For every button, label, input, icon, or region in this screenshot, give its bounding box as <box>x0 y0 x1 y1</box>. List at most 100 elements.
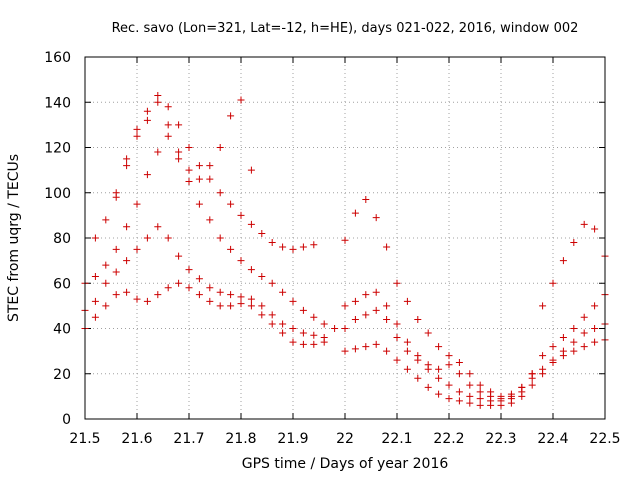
y-tick-label: 140 <box>44 95 71 111</box>
data-point <box>299 306 307 314</box>
data-point <box>227 291 235 299</box>
series-sat-a <box>81 279 328 348</box>
data-point <box>424 383 432 391</box>
series-sat-e <box>112 91 255 197</box>
x-tick-label: 22.1 <box>381 431 412 447</box>
x-tick-label: 22 <box>336 431 354 447</box>
data-point <box>143 116 151 124</box>
data-point <box>133 132 141 140</box>
data-point <box>258 311 266 319</box>
data-point <box>445 381 453 389</box>
data-point <box>154 98 162 106</box>
series-sat-g <box>341 306 609 405</box>
y-tick-label: 20 <box>53 367 71 383</box>
data-point <box>528 370 536 378</box>
data-point <box>227 200 235 208</box>
y-tick-label: 160 <box>44 50 71 66</box>
data-point <box>185 144 193 151</box>
data-point <box>580 220 588 228</box>
data-point <box>279 288 287 296</box>
data-point <box>445 361 453 369</box>
data-point <box>331 325 339 332</box>
data-point <box>175 121 183 129</box>
y-tick-label: 120 <box>44 141 71 157</box>
data-point <box>133 245 141 253</box>
data-point <box>133 125 141 133</box>
series-sat-i <box>341 196 609 400</box>
data-point <box>195 175 203 183</box>
data-point <box>393 279 401 287</box>
data-point <box>216 234 224 242</box>
data-point <box>403 297 411 305</box>
data-point <box>310 331 318 339</box>
data-point <box>268 279 276 287</box>
data-point <box>424 361 432 369</box>
data-point <box>424 329 432 337</box>
data-point <box>164 132 172 140</box>
data-point <box>383 315 391 323</box>
data-point <box>580 329 588 337</box>
data-point <box>310 313 318 321</box>
data-point <box>123 223 131 231</box>
data-point <box>112 245 120 253</box>
data-point <box>289 245 297 253</box>
data-point <box>466 399 474 407</box>
x-tick-label: 21.8 <box>225 431 256 447</box>
data-point <box>102 261 110 269</box>
data-point <box>195 291 203 299</box>
data-point <box>206 216 214 224</box>
data-point <box>237 293 245 301</box>
data-point <box>164 284 172 292</box>
data-point <box>570 338 578 346</box>
data-point <box>362 343 370 351</box>
data-point <box>247 166 255 174</box>
series-sat-b <box>81 223 328 342</box>
data-point <box>247 302 255 310</box>
data-point <box>164 121 172 129</box>
x-axis-label: GPS time / Days of year 2016 <box>242 456 449 472</box>
data-point <box>559 347 567 355</box>
data-point <box>435 374 443 382</box>
data-point <box>372 288 380 296</box>
data-point <box>539 352 547 360</box>
x-tick-label: 22.2 <box>433 431 464 447</box>
data-point <box>227 112 235 120</box>
data-point <box>351 209 359 217</box>
data-point <box>362 311 370 319</box>
data-point <box>341 347 349 355</box>
data-point <box>102 302 110 310</box>
data-point <box>320 334 328 342</box>
data-point <box>143 107 151 115</box>
data-point <box>455 397 463 405</box>
data-point <box>414 374 422 382</box>
data-point <box>123 288 131 296</box>
data-point <box>435 365 443 373</box>
data-point <box>351 345 359 353</box>
data-point <box>580 313 588 321</box>
data-point <box>487 388 495 396</box>
data-point <box>299 243 307 251</box>
data-point <box>237 300 245 308</box>
data-point <box>476 381 484 389</box>
data-point <box>143 171 151 179</box>
y-axis-label: STEC from uqrg / TECUs <box>6 154 22 322</box>
data-point <box>351 297 359 305</box>
data-point <box>195 200 203 208</box>
plot-frame <box>84 56 606 420</box>
data-point <box>175 252 183 260</box>
data-point <box>102 216 110 224</box>
data-point <box>289 325 297 332</box>
data-point <box>445 352 453 360</box>
data-point <box>258 272 266 280</box>
data-point <box>403 338 411 346</box>
x-tick-label: 21.9 <box>277 431 308 447</box>
data-point <box>435 343 443 351</box>
data-point <box>445 395 453 403</box>
data-point <box>133 200 141 208</box>
data-point <box>455 388 463 396</box>
data-point <box>393 334 401 342</box>
data-point <box>372 214 380 222</box>
data-point <box>466 381 474 389</box>
data-point <box>393 320 401 328</box>
data-point <box>570 347 578 355</box>
